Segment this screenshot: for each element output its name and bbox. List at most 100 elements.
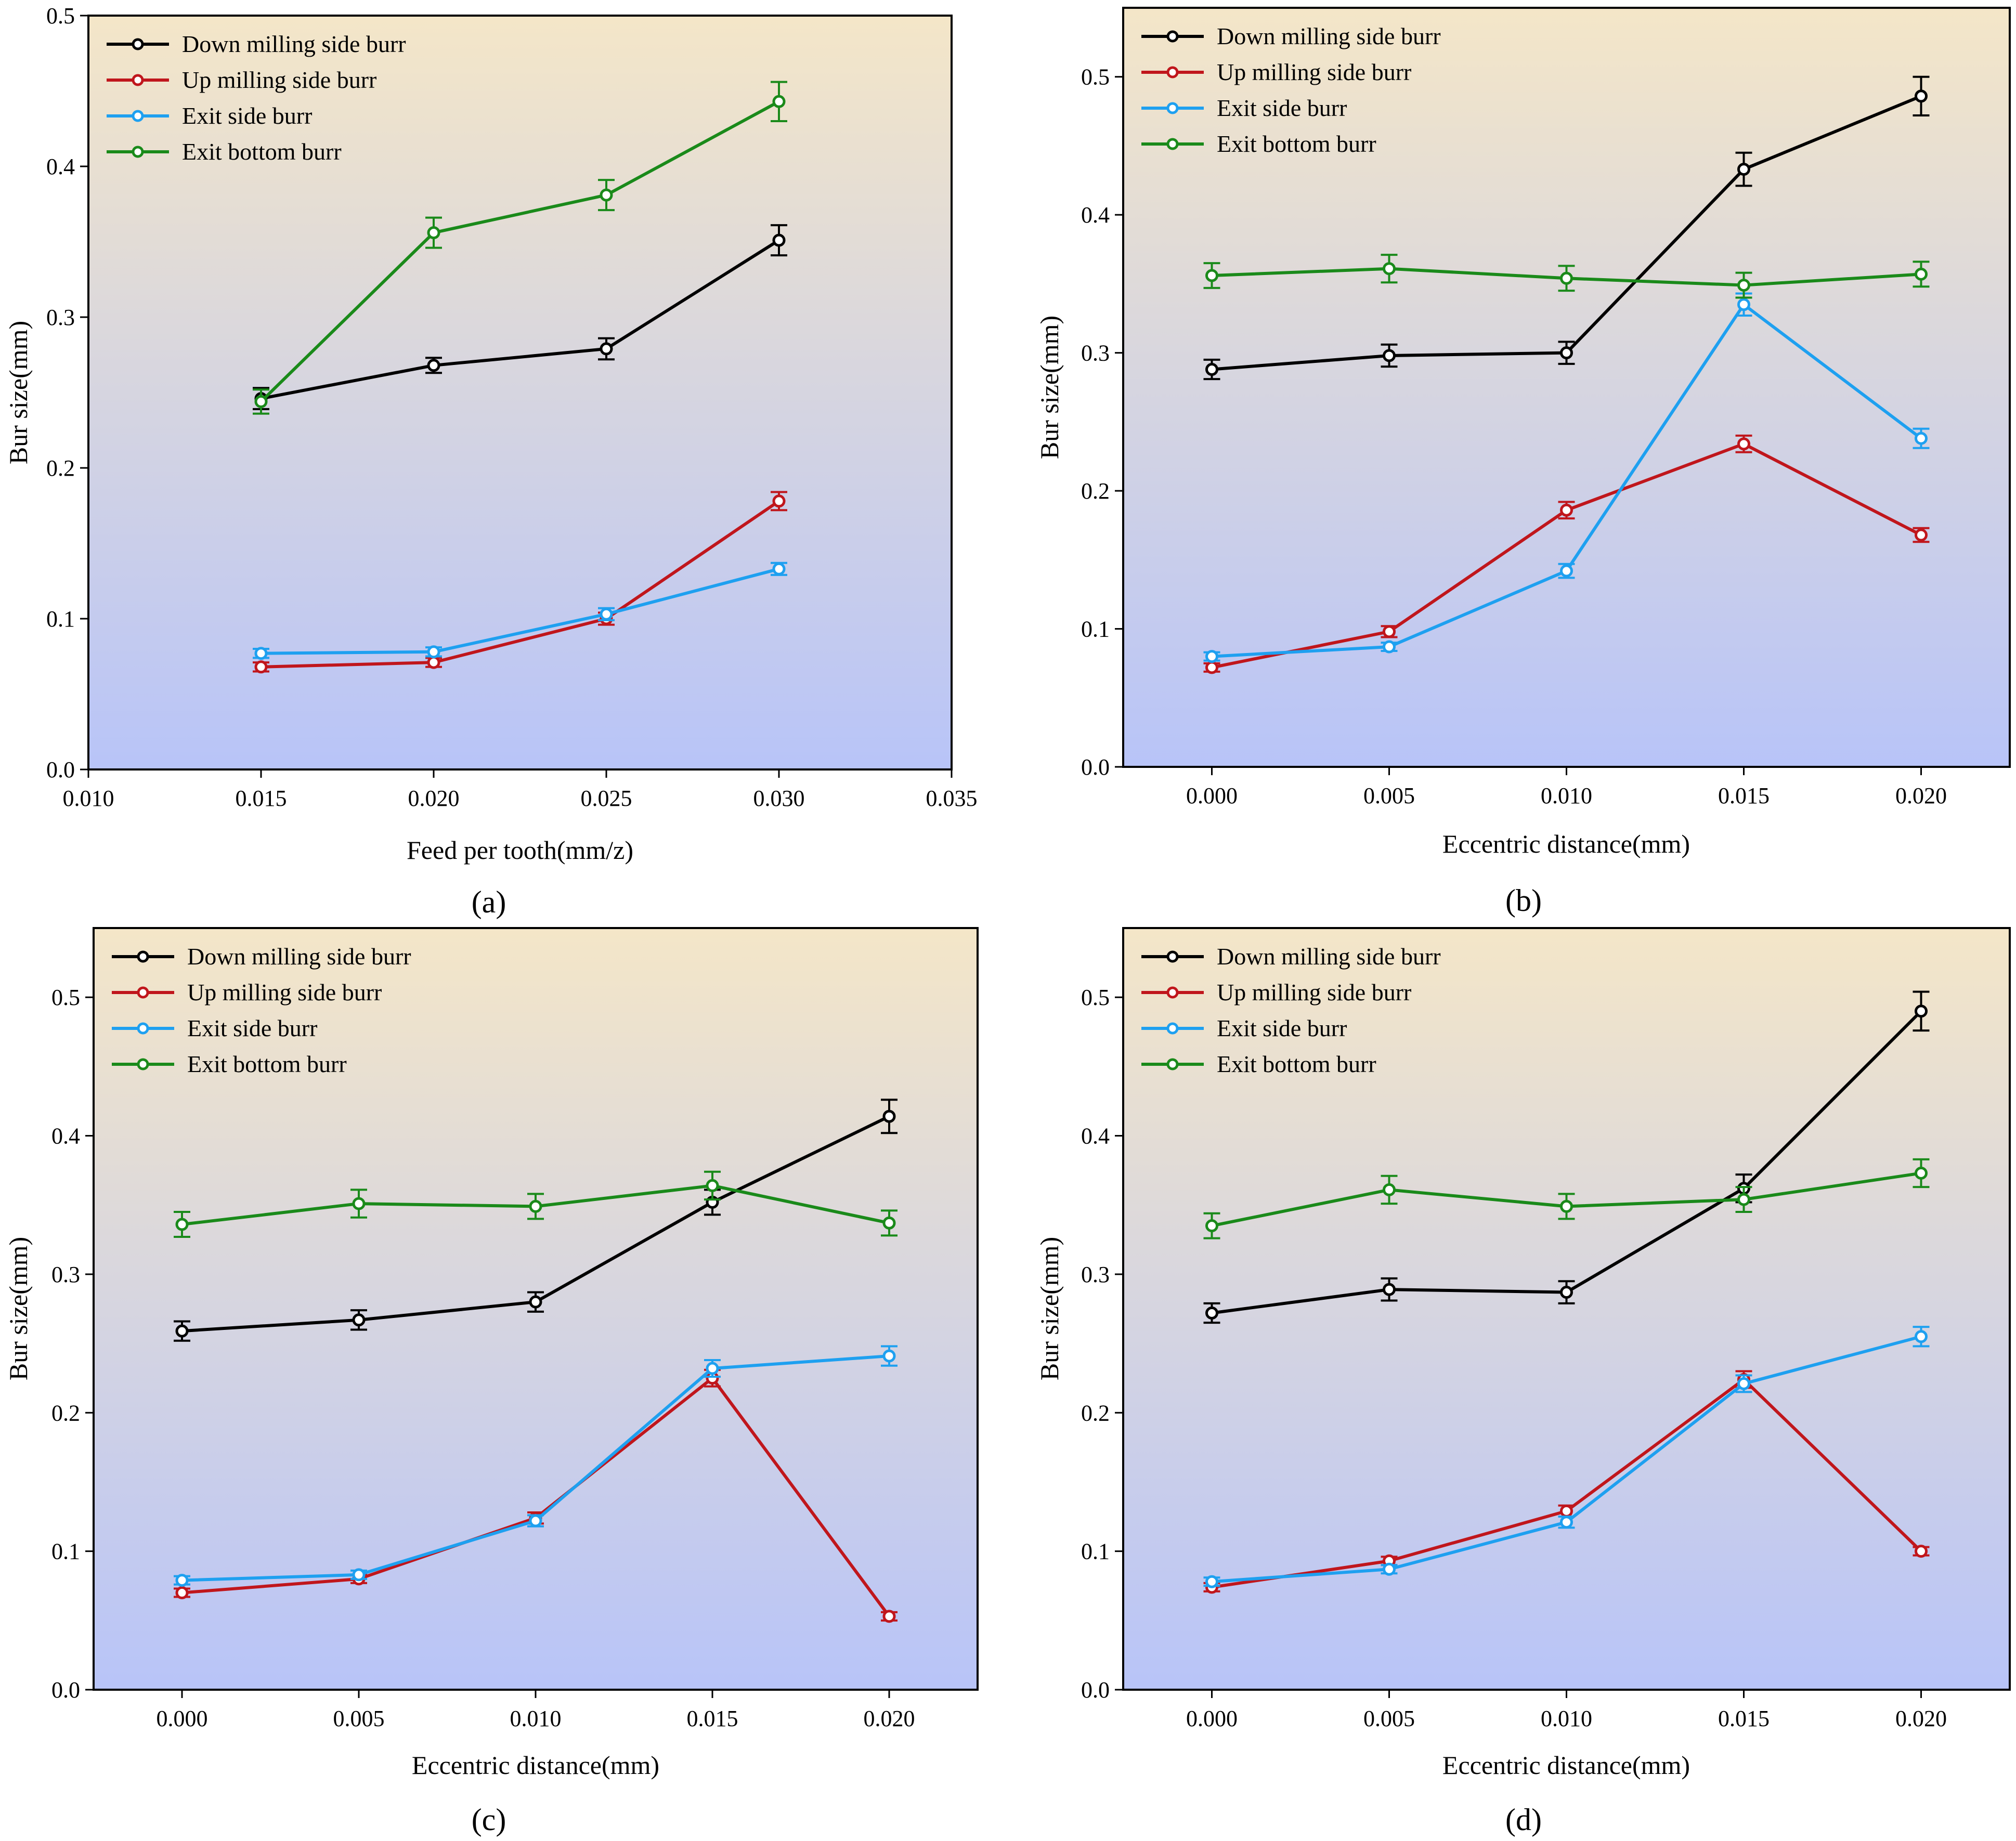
series-exit-bottom-burr: [253, 81, 787, 415]
y-tick-label: 0.0: [51, 1677, 80, 1703]
legend-label: Down milling side burr: [187, 943, 411, 970]
data-point: [1915, 1004, 1928, 1018]
series-exit-bottom-burr: [174, 1170, 898, 1238]
data-point: [1915, 432, 1928, 445]
legend-item: Exit side burr: [1141, 1015, 1347, 1041]
data-point: [1205, 1219, 1218, 1233]
y-tick-label: 0.1: [46, 606, 75, 632]
data-point: [1737, 279, 1750, 292]
data-point: [1383, 349, 1396, 362]
legend-label: Up milling side burr: [1217, 979, 1411, 1006]
legend-label: Exit bottom burr: [1217, 130, 1376, 157]
chart-panel-d: 0.000 0.005 0.010 0.015 0.020 0.0 0.1 0.2 0.3 0.4…: [1035, 927, 2011, 1837]
y-tick-label: 0.4: [51, 1124, 80, 1149]
data-point: [772, 233, 786, 247]
legend-label: Up milling side burr: [187, 979, 382, 1006]
x-axis-title: Eccentric distance(mm): [1442, 1751, 1690, 1780]
data-point: [1915, 89, 1928, 103]
data-point: [1205, 269, 1218, 282]
legend-marker: [1166, 30, 1179, 43]
y-tick-label: 0.2: [46, 455, 75, 481]
plot-frame: [87, 15, 953, 771]
data-point: [427, 226, 440, 240]
series-exit-bottom-burr: [1203, 254, 1930, 299]
legend-item: Exit bottom burr: [107, 138, 342, 165]
x-tick-label: 0.020: [1895, 783, 1947, 808]
legend-marker: [137, 950, 149, 963]
data-point: [1915, 528, 1928, 542]
legend-item: Up milling side burr: [112, 979, 382, 1006]
data-point: [254, 647, 268, 660]
x-tick-label: 0.035: [926, 786, 978, 811]
legend: Down milling side burr Up milling side bu…: [1141, 23, 1441, 157]
legend-marker: [1166, 1022, 1179, 1035]
plot-background: [1123, 928, 2010, 1690]
series-lines: [1203, 990, 1930, 1594]
series-line: [261, 567, 779, 655]
x-tick-label: 0.025: [581, 786, 632, 811]
data-point: [427, 656, 440, 669]
legend-item: Down milling side burr: [107, 31, 406, 57]
panel-label: (a): [472, 885, 506, 919]
data-point: [1205, 1575, 1218, 1588]
y-tick-label: 0.3: [46, 305, 75, 330]
x-tick-label: 0.015: [236, 786, 287, 811]
data-point: [352, 1197, 366, 1210]
legend-item: Exit bottom burr: [1141, 1051, 1376, 1077]
y-tick-label: 0.1: [1081, 617, 1110, 642]
legend-marker: [132, 74, 144, 86]
series-lines: [253, 81, 787, 674]
x-tick-label: 0.005: [333, 1706, 385, 1731]
x-tick-label: 0.020: [864, 1706, 915, 1731]
data-point: [1560, 346, 1573, 360]
data-point: [1560, 503, 1573, 517]
data-point: [1383, 1183, 1396, 1196]
series-down-milling-side-burr: [253, 224, 787, 410]
y-axis-title: Bur size(mm): [4, 321, 33, 464]
x-tick-label: 0.010: [1541, 783, 1592, 808]
plot-frame: [1122, 7, 2011, 768]
data-point: [706, 1179, 719, 1192]
y-tick-label: 0.3: [1081, 341, 1110, 366]
series-line: [261, 500, 780, 669]
data-point: [175, 1574, 189, 1587]
plot-background: [88, 16, 952, 769]
data-point: [600, 607, 613, 621]
legend-label: Exit bottom burr: [1217, 1051, 1376, 1077]
y-tick-label: 0.4: [1081, 202, 1110, 228]
y-axis-title: Bur size(mm): [1035, 316, 1064, 459]
plot-frame: [1122, 927, 2011, 1691]
x-tick-label: 0.005: [1363, 1706, 1415, 1731]
y-tick-label: 0.5: [51, 985, 80, 1010]
data-point: [706, 1362, 719, 1375]
data-point: [427, 359, 440, 372]
legend-label: Exit side burr: [182, 102, 312, 129]
x-tick-label: 0.000: [157, 1706, 208, 1731]
x-axis-title: Feed per tooth(mm/z): [407, 835, 633, 865]
chart-panel-c: 0.000 0.005 0.010 0.015 0.020 0.0 0.1 0.2 0.3 0.4…: [4, 927, 979, 1837]
legend-marker: [1166, 1058, 1179, 1070]
series-down-milling-side-burr: [1203, 75, 1930, 381]
x-tick-label: 0.030: [753, 786, 805, 811]
plot-background: [1123, 8, 2010, 767]
legend-marker: [1166, 950, 1179, 963]
data-point: [1560, 271, 1573, 285]
y-tick-label: 0.0: [46, 757, 75, 782]
data-point: [352, 1568, 366, 1582]
data-point: [1560, 1286, 1573, 1299]
data-point: [1383, 262, 1396, 276]
legend-label: Exit side burr: [187, 1015, 317, 1041]
data-point: [600, 188, 613, 202]
data-point: [1205, 661, 1218, 674]
y-tick-label: 0.5: [1081, 64, 1110, 90]
chart-panel-a: 0.010 0.015 0.020 0.025 0.030 0.035 0.0 0.1 0.2 0…: [4, 3, 978, 919]
legend-marker: [137, 986, 149, 999]
y-tick-label: 0.2: [51, 1400, 80, 1426]
axis-ticks: 0.000 0.005 0.010 0.015 0.020 0.0 0.1 0.2 0.3 0.4…: [1081, 64, 1947, 808]
chart-panel-b: 0.000 0.005 0.010 0.015 0.020 0.0 0.1 0.2 0.3 0.4…: [1035, 7, 2011, 918]
legend-item: Down milling side burr: [1141, 23, 1441, 49]
legend-marker: [1166, 66, 1179, 79]
legend: Down milling side burr Up milling side bu…: [112, 943, 411, 1077]
legend-item: Exit side burr: [1141, 95, 1347, 121]
